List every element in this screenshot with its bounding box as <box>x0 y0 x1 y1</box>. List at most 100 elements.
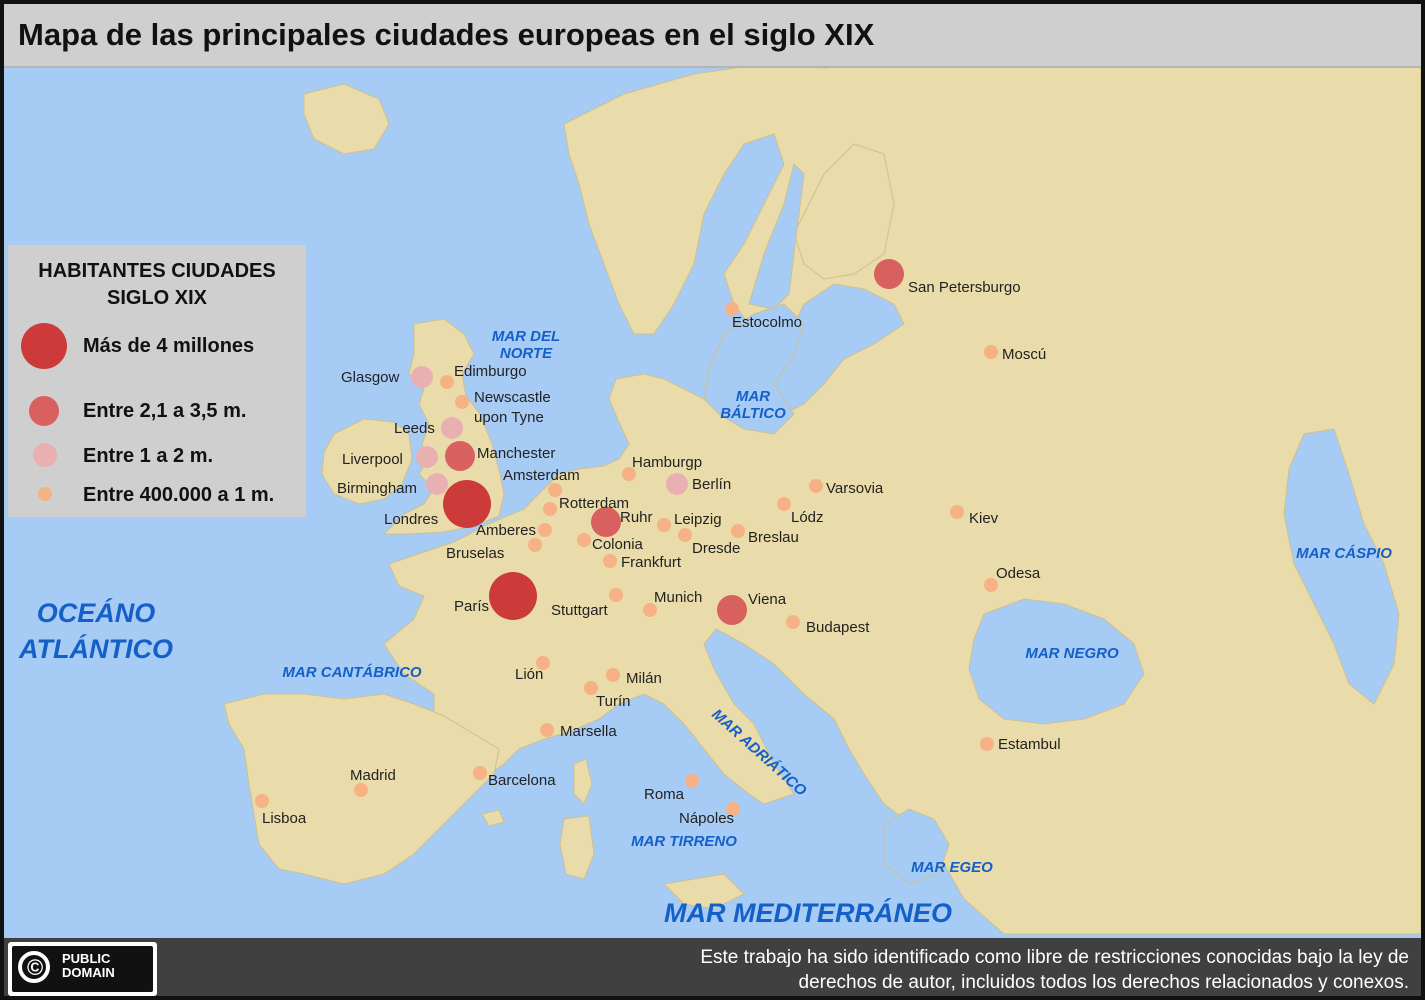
city-marker <box>528 538 542 552</box>
aegean-sea <box>883 808 950 885</box>
city-munich: Munich <box>643 589 702 617</box>
legend-swatch-tiny <box>38 487 52 501</box>
city-label: Breslau <box>748 529 799 546</box>
city-lisboa: Lisboa <box>255 794 307 827</box>
city-amberes: Amberes <box>476 522 552 539</box>
city-label: Liverpool <box>342 451 403 468</box>
sea-label-atlantic-1: OCEÁNO <box>37 597 156 628</box>
city-label: Amsterdam <box>503 467 580 484</box>
city-label: Frankfurt <box>621 554 682 571</box>
sea-label-baltico-2: BÁLTICO <box>720 405 786 422</box>
city-leipzig: Leipzig <box>657 511 722 532</box>
city-label: Kiev <box>969 510 999 527</box>
city-londres: Londres <box>384 480 491 528</box>
title-bar: Mapa de las principales ciudades europea… <box>4 4 1421 68</box>
city-label: Newscastle <box>474 389 551 406</box>
ireland <box>321 418 413 505</box>
city-marker <box>603 554 617 568</box>
city-label: Glasgow <box>341 369 400 386</box>
city-marker <box>443 480 491 528</box>
legend-swatch-small <box>33 443 57 467</box>
city-label: París <box>454 598 489 615</box>
city-label: Amberes <box>476 522 536 539</box>
city-marker <box>577 533 591 547</box>
city-label: Madrid <box>350 767 396 784</box>
city-marker <box>980 737 994 751</box>
city-label: Estocolmo <box>732 314 802 331</box>
city-label: Turín <box>596 693 630 710</box>
city-marker <box>538 523 552 537</box>
sea-label-caspio: MAR CÁSPIO <box>1296 545 1392 562</box>
city-newscastle-upon-tyne: Newscastle upon Tyne <box>455 389 551 426</box>
city-marker <box>540 723 554 737</box>
footer: © PUBLIC DOMAIN Este trabajo ha sido ide… <box>4 938 1421 996</box>
city-label: Stuttgart <box>551 602 609 619</box>
city-varsovia: Varsovia <box>809 479 884 497</box>
legend-label-medium: Entre 2,1 a 3,5 m. <box>83 400 247 422</box>
city-label: Hamburgp <box>632 454 702 471</box>
city-label: Munich <box>654 589 702 606</box>
city-label: Edimburgo <box>454 363 527 380</box>
city-marker <box>874 259 904 289</box>
legend-title-line2: SIGLO XIX <box>106 287 208 309</box>
legend-item-medium: Entre 2,1 a 3,5 m. <box>8 393 306 433</box>
mainland-landmass <box>383 61 1421 935</box>
legend-label-large: Más de 4 millones <box>83 335 255 357</box>
sicily <box>662 873 745 910</box>
city-marker <box>726 802 740 816</box>
city-marker <box>473 766 487 780</box>
city-turín: Turín <box>584 681 630 710</box>
sea-label-cantabrico: MAR CANTÁBRICO <box>282 664 421 681</box>
sea-label-atlantic-2: ATLÁNTICO <box>18 633 173 664</box>
city-marker <box>950 505 964 519</box>
cities-layer: Londres París San Petersburgo Manchester Ruh… <box>255 259 1061 827</box>
balearic-islands <box>481 809 505 827</box>
city-label: Estambul <box>998 736 1061 753</box>
city-marker <box>678 528 692 542</box>
city-marker <box>255 794 269 808</box>
city-milán: Milán <box>606 668 662 687</box>
city-kiev: Kiev <box>950 505 999 527</box>
city-dresde: Dresde <box>678 528 740 557</box>
city-label: Leeds <box>394 420 435 437</box>
city-bruselas: Bruselas <box>446 538 542 562</box>
city-label: Budapest <box>806 619 870 636</box>
city-marker <box>777 497 791 511</box>
sea-label-norte-1: MAR DEL <box>492 328 560 345</box>
public-domain-badge: © PUBLIC DOMAIN <box>8 942 157 996</box>
city-marker <box>489 572 537 620</box>
city-label: Leipzig <box>674 511 722 528</box>
city-label: Bruselas <box>446 545 504 562</box>
city-barcelona: Barcelona <box>473 766 556 789</box>
city-berlín: Berlín <box>666 473 731 495</box>
city-label: Roma <box>644 786 685 803</box>
city-rotterdam: Rotterdam <box>543 495 629 516</box>
city-marker <box>786 615 800 629</box>
city-odesa: Odesa <box>984 565 1041 592</box>
city-parís: París <box>454 572 537 620</box>
city-marker <box>685 774 699 788</box>
city-marker <box>606 668 620 682</box>
city-marker <box>536 656 550 670</box>
city-estambul: Estambul <box>980 736 1061 753</box>
city-liverpool: Liverpool <box>342 446 438 468</box>
caspian-sea <box>1283 428 1400 705</box>
legend-item-small: Entre 1 a 2 m. <box>8 443 306 483</box>
legend-item-tiny: Entre 400.000 a 1 m. <box>8 484 306 525</box>
city-label: Lión <box>515 666 543 683</box>
northern-island <box>303 83 390 155</box>
city-nápoles: Nápoles <box>679 802 740 827</box>
city-amsterdam: Amsterdam <box>503 467 580 497</box>
city-label: Ruhr <box>620 509 653 526</box>
license-note: Este trabajo ha sido identificado como l… <box>549 945 1409 995</box>
legend-swatch-medium <box>29 396 59 426</box>
city-label: Nápoles <box>679 810 734 827</box>
city-marker <box>984 578 998 592</box>
legend-item-large: Más de 4 millones <box>8 323 306 369</box>
city-marker <box>643 603 657 617</box>
sea-label-egeo: MAR EGEO <box>911 859 993 876</box>
legend-title-line1: HABITANTES CIUDADES <box>38 260 276 282</box>
city-label: Colonia <box>592 536 644 553</box>
city-marker <box>984 345 998 359</box>
